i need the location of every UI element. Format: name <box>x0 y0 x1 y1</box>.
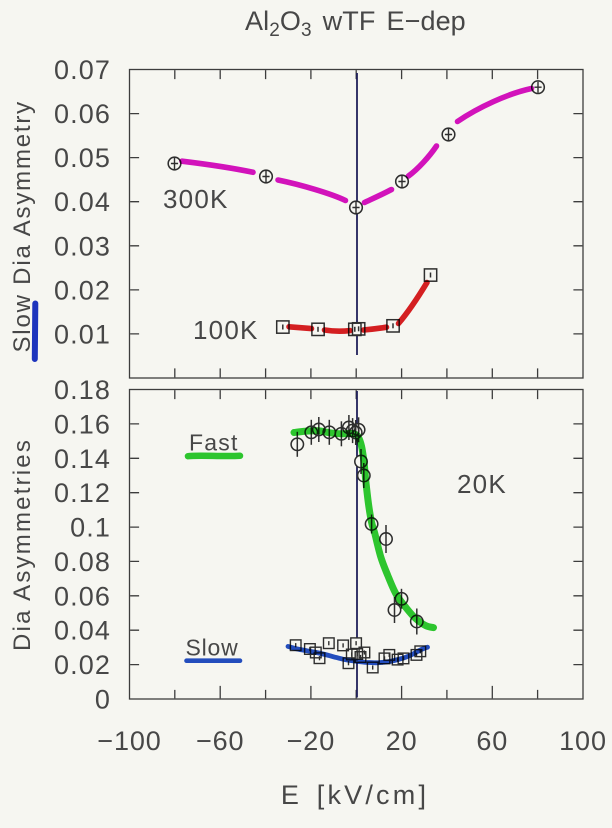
svg-text:−20: −20 <box>287 726 336 756</box>
svg-text:−60: −60 <box>196 726 245 756</box>
svg-text:100K: 100K <box>193 315 259 345</box>
svg-text:−100: −100 <box>97 726 161 756</box>
svg-text:100: 100 <box>559 726 607 756</box>
svg-text:0.02: 0.02 <box>54 275 111 305</box>
svg-text:20K: 20K <box>457 469 507 499</box>
svg-text:0.05: 0.05 <box>54 143 111 173</box>
svg-text:0.14: 0.14 <box>54 444 111 474</box>
svg-text:60: 60 <box>476 726 508 756</box>
svg-text:0.1: 0.1 <box>70 513 111 543</box>
svg-text:Fast: Fast <box>189 430 239 456</box>
svg-text:0.12: 0.12 <box>54 478 111 508</box>
svg-text:0.04: 0.04 <box>54 187 111 217</box>
svg-text:0: 0 <box>95 685 111 715</box>
svg-text:0.16: 0.16 <box>54 409 111 439</box>
svg-text:300K: 300K <box>163 184 229 214</box>
svg-text:0.06: 0.06 <box>54 99 111 129</box>
svg-text:Slow: Slow <box>186 635 239 661</box>
svg-text:0.06: 0.06 <box>54 581 111 611</box>
svg-text:0.01: 0.01 <box>54 319 111 349</box>
svg-text:0.03: 0.03 <box>54 231 111 261</box>
svg-text:Al2O3 wTF E−dep: Al2O3 wTF E−dep <box>245 6 466 41</box>
svg-text:20: 20 <box>386 726 418 756</box>
svg-text:Slow Dia Asymmetry: Slow Dia Asymmetry <box>9 100 36 352</box>
svg-text:0.18: 0.18 <box>54 375 111 405</box>
svg-text:Dia Asymmetries: Dia Asymmetries <box>9 438 36 651</box>
svg-text:0.02: 0.02 <box>54 650 111 680</box>
svg-text:0.08: 0.08 <box>54 547 111 577</box>
svg-text:0.04: 0.04 <box>54 616 111 646</box>
svg-text:0.07: 0.07 <box>54 55 111 85</box>
